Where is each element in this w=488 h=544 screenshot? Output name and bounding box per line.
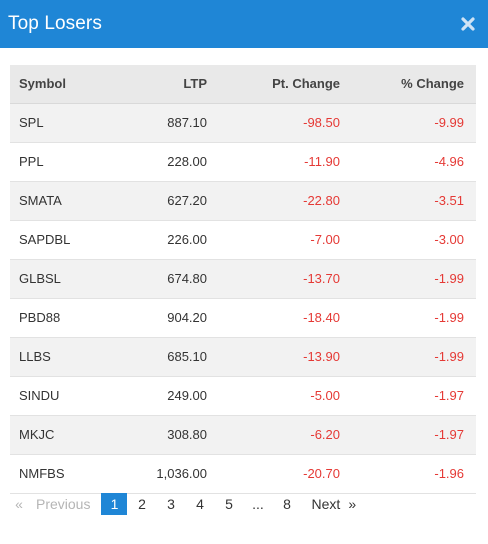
pt-change-cell: -22.80	[303, 193, 340, 208]
table-row: SINDU 249.00 -5.00 -1.97	[10, 376, 476, 415]
ltp-cell: 904.20	[167, 310, 207, 325]
next-arrow-icon[interactable]: »	[348, 496, 357, 512]
page-button-8[interactable]: 8	[283, 496, 291, 512]
symbol-cell[interactable]: MKJC	[19, 427, 55, 442]
pct-change-cell: -4.96	[434, 154, 464, 169]
ltp-cell: 887.10	[167, 115, 207, 130]
next-button[interactable]: Next	[311, 496, 341, 512]
column-header-ltp[interactable]: LTP	[120, 65, 207, 104]
modal-title: Top Losers	[8, 13, 102, 34]
pt-change-cell: -13.70	[303, 271, 340, 286]
column-header-symbol[interactable]: Symbol	[10, 65, 120, 104]
pct-change-cell: -1.99	[434, 271, 464, 286]
pt-change-cell: -20.70	[303, 466, 340, 481]
pct-change-cell: -9.99	[434, 115, 464, 130]
table-row: GLBSL 674.80 -13.70 -1.99	[10, 259, 476, 298]
pt-change-cell: -18.40	[303, 310, 340, 325]
pt-change-cell: -98.50	[303, 115, 340, 130]
pagination: « Previous 1 2 3 4 5 ... 8 Next »	[12, 493, 358, 515]
ltp-cell: 228.00	[167, 154, 207, 169]
prev-arrow-icon: «	[15, 496, 23, 512]
ltp-cell: 226.00	[167, 232, 207, 247]
table-row: LLBS 685.10 -13.90 -1.99	[10, 337, 476, 376]
modal-header: Top Losers	[0, 0, 488, 48]
losers-table: Symbol LTP Pt. Change % Change SPL 887.1…	[10, 65, 476, 494]
table-body: SPL 887.10 -98.50 -9.99 PPL 228.00 -11.9…	[10, 103, 476, 493]
ltp-cell: 249.00	[167, 388, 207, 403]
page-button-3[interactable]: 3	[167, 496, 175, 512]
pt-change-cell: -5.00	[310, 388, 340, 403]
losers-table-container: Symbol LTP Pt. Change % Change SPL 887.1…	[10, 65, 476, 494]
close-icon[interactable]	[460, 16, 476, 32]
table-row: PPL 228.00 -11.90 -4.96	[10, 142, 476, 181]
table-row: SPL 887.10 -98.50 -9.99	[10, 103, 476, 142]
symbol-cell[interactable]: SINDU	[19, 388, 60, 403]
pct-change-cell: -3.00	[434, 232, 464, 247]
ltp-cell: 627.20	[167, 193, 207, 208]
symbol-cell[interactable]: GLBSL	[19, 271, 61, 286]
table-header-row: Symbol LTP Pt. Change % Change	[10, 65, 476, 104]
symbol-cell[interactable]: SPL	[19, 115, 44, 130]
pt-change-cell: -6.20	[310, 427, 340, 442]
ltp-cell: 1,036.00	[156, 466, 207, 481]
symbol-cell[interactable]: NMFBS	[19, 466, 65, 481]
ltp-cell: 674.80	[167, 271, 207, 286]
pct-change-cell: -1.99	[434, 349, 464, 364]
pt-change-cell: -7.00	[310, 232, 340, 247]
column-header-pct-change[interactable]: % Change	[340, 65, 476, 104]
pct-change-cell: -1.96	[434, 466, 464, 481]
pct-change-cell: -1.97	[434, 388, 464, 403]
pct-change-cell: -1.97	[434, 427, 464, 442]
table-row: SMATA 627.20 -22.80 -3.51	[10, 181, 476, 220]
symbol-cell[interactable]: SAPDBL	[19, 232, 71, 247]
symbol-cell[interactable]: PBD88	[19, 310, 61, 325]
table-row: MKJC 308.80 -6.20 -1.97	[10, 415, 476, 454]
page-button-5[interactable]: 5	[225, 496, 233, 512]
page-button-2[interactable]: 2	[138, 496, 146, 512]
pt-change-cell: -13.90	[303, 349, 340, 364]
column-header-pt-change[interactable]: Pt. Change	[207, 65, 340, 104]
ltp-cell: 685.10	[167, 349, 207, 364]
pt-change-cell: -11.90	[304, 154, 340, 169]
page-button-1[interactable]: 1	[101, 493, 128, 515]
pct-change-cell: -1.99	[434, 310, 464, 325]
symbol-cell[interactable]: PPL	[19, 154, 44, 169]
previous-button: Previous	[36, 496, 91, 512]
ltp-cell: 308.80	[167, 427, 207, 442]
pct-change-cell: -3.51	[434, 193, 464, 208]
table-row: NMFBS 1,036.00 -20.70 -1.96	[10, 454, 476, 493]
page-button-4[interactable]: 4	[196, 496, 204, 512]
symbol-cell[interactable]: SMATA	[19, 193, 62, 208]
table-row: SAPDBL 226.00 -7.00 -3.00	[10, 220, 476, 259]
symbol-cell[interactable]: LLBS	[19, 349, 51, 364]
page-ellipsis: ...	[252, 496, 264, 512]
table-row: PBD88 904.20 -18.40 -1.99	[10, 298, 476, 337]
